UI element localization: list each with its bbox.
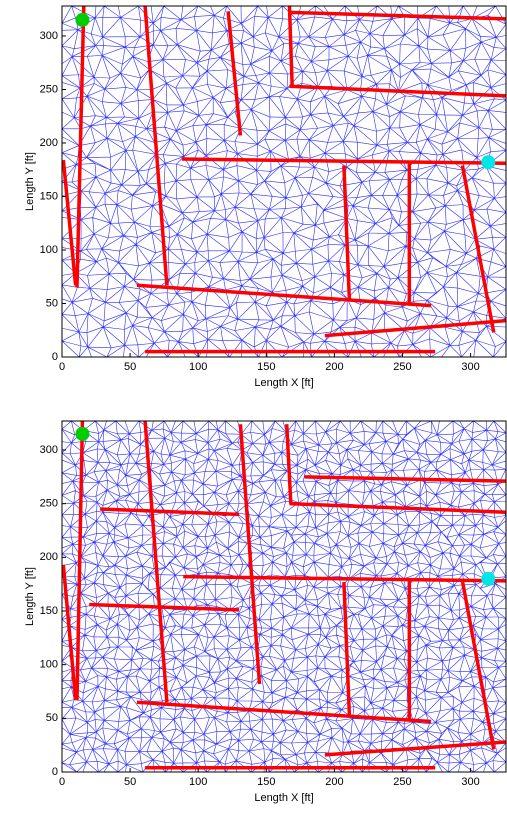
y-axis-label: Length Y [ft] [24,152,36,211]
x-tick-label: 50 [124,361,136,373]
y-tick-label: 150 [40,605,58,617]
figure: 0 50 100 150 200 250 300 0 50 100 150 200 250 300 Leng… [0,0,507,830]
x-tick-label: 100 [189,776,207,788]
point-marker [75,427,89,441]
x-axis-label: Length X [ft] [254,377,313,389]
x-tick-label: 100 [189,361,207,373]
point-marker [481,572,495,586]
y-tick-label: 100 [40,659,58,671]
y-tick-label: 0 [52,351,58,363]
x-tick-label: 250 [393,776,411,788]
x-tick-label: 150 [257,361,275,373]
x-tick-label: 0 [59,776,65,788]
point-marker [481,155,495,169]
x-tick-label: 200 [325,776,343,788]
chart: 0 50 100 150 200 250 300 0 50 100 150 200 250 300 Leng… [0,0,507,415]
y-tick-label: 50 [46,712,58,724]
point-marker [75,13,89,27]
x-tick-label: 150 [257,776,275,788]
y-tick-label: 0 [52,766,58,778]
y-tick-label: 250 [40,498,58,510]
y-tick-label: 300 [40,444,58,456]
x-tick-label: 250 [393,361,411,373]
mesh [62,6,506,357]
y-tick-label: 200 [40,137,58,149]
y-tick-label: 150 [40,190,58,202]
x-tick-label: 200 [325,361,343,373]
y-tick-label: 50 [46,297,58,309]
x-tick-label: 50 [124,776,136,788]
x-axis-label: Length X [ft] [254,792,313,804]
x-tick-label: 300 [461,361,479,373]
y-tick-label: 300 [40,30,58,42]
x-tick-label: 300 [461,776,479,788]
x-tick-label: 0 [59,361,65,373]
y-tick-label: 200 [40,551,58,563]
page: {"chart_data": [ {"type": "line", "xlabe… [0,0,507,830]
plot-area [62,6,506,357]
chart: 0 50 100 150 200 250 300 0 50 100 150 200 250 300 Leng… [0,415,507,830]
mesh [62,421,506,772]
y-axis-label: Length Y [ft] [24,567,36,626]
y-tick-label: 250 [40,83,58,95]
plot-area [62,421,506,772]
y-tick-label: 100 [40,244,58,256]
